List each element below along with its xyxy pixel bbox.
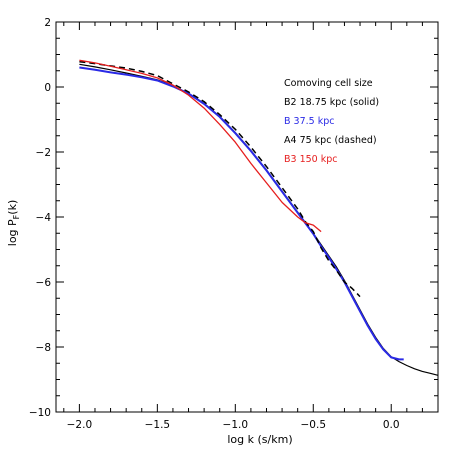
legend-entry: B3 150 kpc <box>284 154 338 165</box>
y-tick-label: 2 <box>44 17 51 29</box>
x-axis-ticks: −2.0 −1.5 −1.0 −0.5 0.0 <box>63 22 439 431</box>
y-tick-label: 0 <box>44 82 51 94</box>
series-line-b3-150-kpc <box>79 59 322 233</box>
legend-entry: B2 18.75 kpc (solid) <box>284 97 379 108</box>
y-tick-label: −4 <box>36 212 52 224</box>
y-tick-label: −8 <box>36 342 51 354</box>
x-tick-label: −1.0 <box>223 419 249 431</box>
series-line-a4-75-kpc-dashed <box>79 60 361 298</box>
series-line-b-37-5-kpc <box>79 66 404 361</box>
legend-entry: B 37.5 kpc <box>284 116 334 127</box>
y-tick-label: −6 <box>36 277 52 289</box>
x-tick-label: 0.0 <box>383 419 400 431</box>
x-tick-label: −2.0 <box>67 419 93 431</box>
legend-title: Comoving cell size <box>284 78 373 89</box>
y-axis-ticks: −10 −8 −6 −4 −2 0 2 <box>29 17 438 419</box>
y-axis-label-main: log P <box>6 219 19 246</box>
plot-lines <box>79 59 439 376</box>
legend-entries: B2 18.75 kpc (solid) B 37.5 kpc A4 75 kpc … <box>284 97 379 165</box>
y-axis-label-subscript: F <box>12 214 21 219</box>
y-tick-label: −10 <box>29 407 51 419</box>
legend-entry: A4 75 kpc (dashed) <box>284 135 377 146</box>
x-tick-label: −1.5 <box>145 419 171 431</box>
y-axis-label: log PF(k) <box>6 200 21 246</box>
y-tick-label: −2 <box>36 147 51 159</box>
x-axis-label: log k (s/km) <box>227 433 292 446</box>
legend: Comoving cell size B2 18.75 kpc (solid)B… <box>284 78 379 165</box>
x-tick-label: −0.5 <box>301 419 327 431</box>
y-axis-label-tail: (k) <box>6 200 19 215</box>
